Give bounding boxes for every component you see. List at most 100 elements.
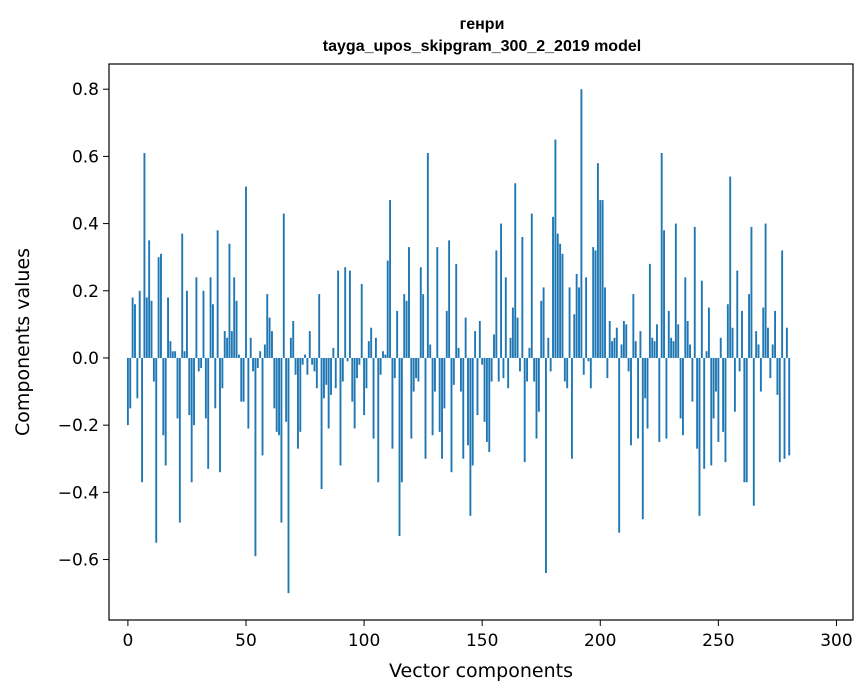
bar-44: [230, 331, 233, 358]
x-tick-label-250: 250: [702, 631, 734, 651]
bar-72: [297, 357, 299, 449]
bar-16: [164, 357, 167, 466]
bar-7: [143, 153, 146, 358]
bar-147: [474, 331, 477, 358]
bar-74: [301, 357, 304, 365]
bar-181: [554, 139, 557, 358]
bar-123: [417, 357, 420, 382]
bar-30: [197, 357, 200, 372]
bar-103: [370, 327, 373, 358]
bar-207: [615, 327, 618, 358]
bar-130: [434, 357, 436, 392]
bar-195: [587, 357, 590, 362]
bar-46: [235, 300, 238, 358]
bar-38: [216, 230, 219, 358]
bar-40: [221, 357, 224, 389]
bar-66: [282, 213, 285, 358]
bar-76: [306, 357, 309, 375]
bar-5: [138, 290, 141, 358]
bar-34: [207, 357, 210, 469]
bar-68: [287, 357, 290, 594]
bar-92: [344, 267, 347, 358]
bar-202: [604, 287, 606, 358]
bar-263: [748, 294, 751, 358]
bar-101: [365, 357, 368, 389]
bar-62: [273, 357, 276, 409]
bar-245: [705, 351, 708, 358]
bar-125: [422, 294, 425, 358]
bar-252: [722, 357, 725, 432]
bar-151: [483, 357, 486, 422]
bar-140: [457, 347, 460, 358]
bar-131: [436, 247, 439, 358]
bar-170: [528, 347, 531, 358]
bar-111: [389, 200, 392, 358]
bar-121: [412, 357, 415, 392]
bar-116: [400, 357, 403, 483]
bar-124: [419, 267, 422, 358]
x-tick-label-0: 0: [122, 631, 133, 651]
bar-162: [509, 337, 512, 358]
bar-80: [315, 357, 318, 389]
bar-21: [176, 357, 179, 419]
bar-276: [778, 357, 781, 463]
bar-149: [478, 321, 481, 358]
bar-0: [126, 357, 129, 426]
bar-209: [620, 344, 623, 358]
bar-137: [450, 357, 453, 473]
bar-254: [726, 304, 729, 358]
bar-138: [452, 357, 455, 385]
bar-126: [424, 357, 427, 459]
bar-154: [490, 357, 493, 382]
bar-156: [495, 250, 498, 358]
bar-219: [644, 357, 647, 399]
bar-198: [594, 250, 597, 358]
bar-260: [741, 310, 743, 358]
bar-177: [545, 357, 547, 573]
bar-176: [542, 287, 545, 358]
bar-217: [639, 331, 642, 358]
bar-135: [445, 310, 448, 358]
bar-75: [304, 354, 306, 358]
y-tick-label-1: −0.4: [58, 483, 99, 503]
bar-23: [181, 233, 184, 358]
bar-240: [693, 226, 696, 358]
bar-236: [684, 277, 687, 358]
bar-224: [656, 324, 658, 358]
x-tick-label-50: 50: [235, 631, 257, 651]
bar-56: [259, 351, 262, 358]
bar-57: [261, 357, 264, 456]
bar-185: [563, 357, 566, 382]
bar-36: [211, 304, 214, 358]
bar-132: [438, 357, 441, 432]
x-tick-label-300: 300: [820, 631, 852, 651]
bar-266: [755, 331, 758, 358]
bars-group: [126, 89, 791, 594]
bar-32: [202, 290, 205, 358]
y-tick-label-7: 0.8: [72, 80, 99, 100]
bar-222: [651, 337, 654, 358]
bar-278: [783, 357, 786, 459]
bar-112: [391, 357, 394, 449]
bar-139: [455, 263, 458, 358]
bar-255: [729, 176, 732, 358]
bar-96: [353, 357, 356, 429]
bar-258: [736, 270, 739, 358]
bar-259: [738, 357, 741, 372]
bar-104: [372, 357, 375, 439]
bar-182: [556, 233, 559, 358]
bar-136: [448, 240, 451, 358]
bar-19: [171, 351, 174, 358]
y-tick-label-6: 0.6: [72, 147, 99, 167]
bar-271: [767, 327, 769, 358]
bar-197: [592, 247, 595, 358]
bar-179: [549, 357, 552, 372]
y-axis-label: Components values: [12, 248, 34, 436]
bar-20: [174, 351, 177, 358]
bar-199: [596, 163, 599, 358]
bar-169: [526, 357, 528, 382]
bar-55: [256, 357, 259, 369]
bar-277: [781, 250, 784, 358]
